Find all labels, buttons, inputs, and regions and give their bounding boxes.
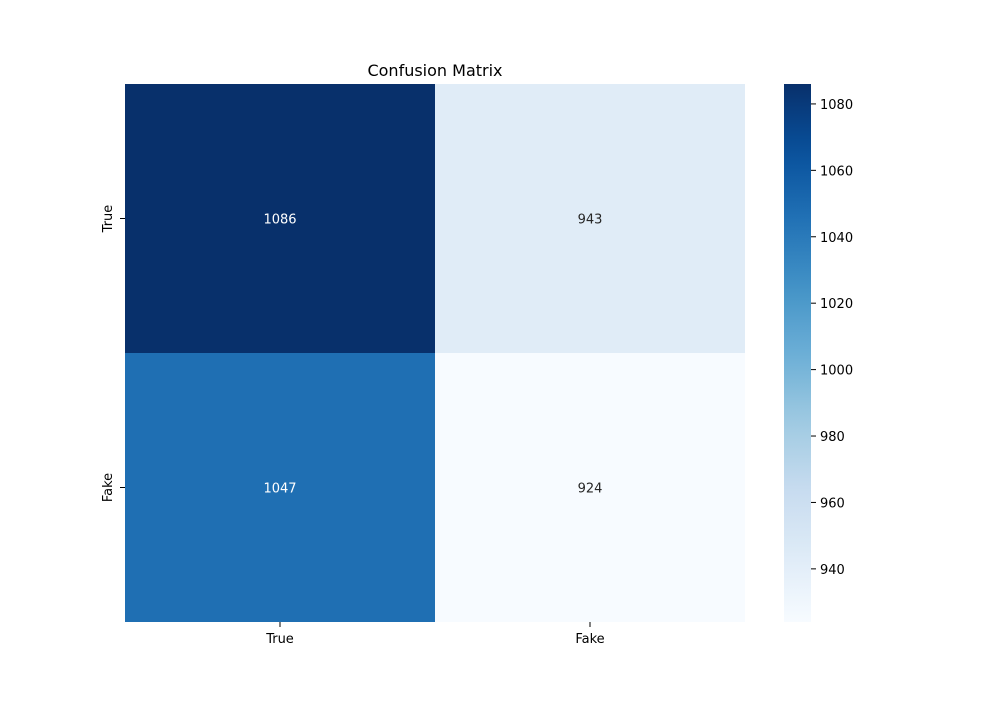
heatmap-cell bbox=[125, 84, 435, 353]
heatmap-cell bbox=[435, 353, 745, 622]
colorbar-gradient bbox=[784, 84, 811, 622]
colorbar-tick-label: 1060 bbox=[820, 164, 853, 179]
x-axis-ticks: True Fake bbox=[265, 622, 605, 647]
heatmap-cell bbox=[125, 353, 435, 622]
cell-annotation: 924 bbox=[578, 482, 603, 497]
cell-annotation: 943 bbox=[578, 213, 603, 228]
colorbar-tick-label: 1000 bbox=[820, 364, 853, 379]
colorbar-tick-label: 1040 bbox=[820, 231, 853, 246]
colorbar-tick-label: 980 bbox=[820, 430, 845, 445]
cell-annotation: 1086 bbox=[263, 213, 296, 228]
chart-title: Confusion Matrix bbox=[367, 61, 502, 80]
y-axis-ticks: True Fake bbox=[101, 205, 125, 502]
colorbar-tick-label: 1020 bbox=[820, 297, 853, 312]
colorbar-tick-label: 940 bbox=[820, 563, 845, 578]
colorbar-tick-label: 960 bbox=[820, 496, 845, 511]
cell-annotation: 1047 bbox=[263, 482, 296, 497]
heatmap-cell bbox=[435, 84, 745, 353]
heatmap-cells bbox=[125, 84, 745, 622]
y-tick-label: True bbox=[101, 205, 116, 234]
colorbar: 940 960 980 1000 1020 1040 1060 1080 bbox=[784, 84, 853, 622]
y-tick-label: Fake bbox=[101, 473, 116, 502]
colorbar-tick-label: 1080 bbox=[820, 98, 853, 113]
x-tick-label: True bbox=[265, 632, 294, 647]
cell-annotations: 1086 943 1047 924 bbox=[263, 213, 602, 497]
x-tick-label: Fake bbox=[575, 632, 604, 647]
